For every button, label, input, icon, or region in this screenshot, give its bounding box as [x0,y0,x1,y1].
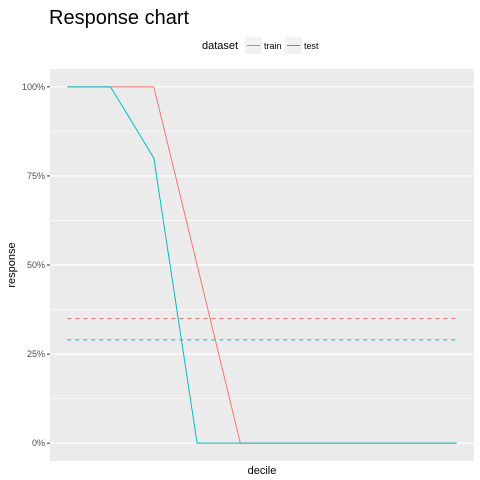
series-line-test [67,86,457,444]
legend-title: dataset [202,40,238,52]
y-axis-label: response [6,242,18,287]
series-lines [67,86,457,444]
y-axis: 0% 25% 50% 75% 100% [22,82,50,448]
y-tick-label-4: 100% [22,82,45,92]
legend: dataset train test [202,37,319,54]
chart-title: Response chart [49,7,190,29]
y-tick-label-2: 50% [27,260,45,270]
y-tick-label-1: 25% [27,349,45,359]
x-axis-label: decile [248,465,277,477]
y-tick-label-0: 0% [32,438,45,448]
y-tick-label-3: 75% [27,171,45,181]
reference-lines [67,317,457,341]
legend-label-test: test [304,41,319,51]
legend-label-train: train [264,41,282,51]
